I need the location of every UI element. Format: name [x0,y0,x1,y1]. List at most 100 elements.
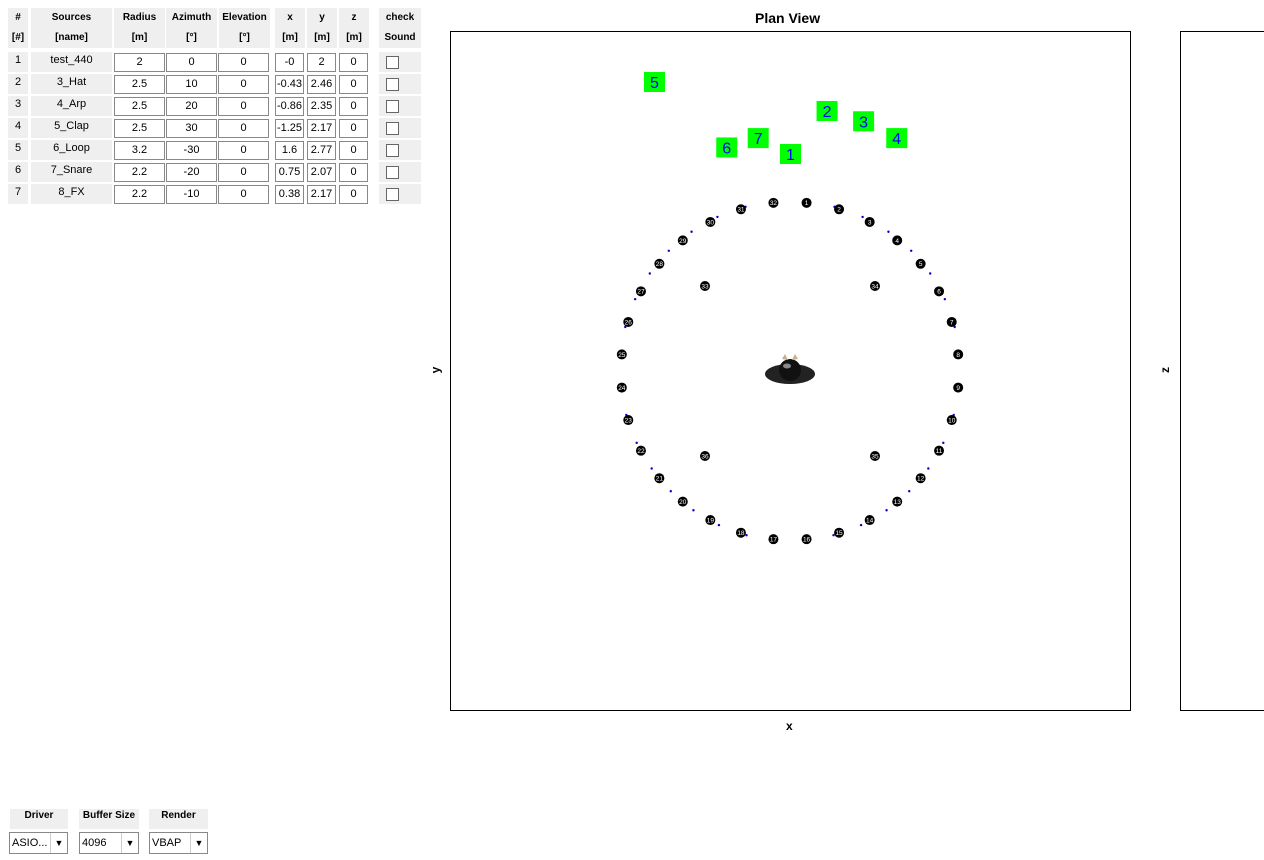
radius-input[interactable]: 2.5 [114,119,165,138]
check-sound-checkbox[interactable] [386,122,399,135]
check-sound-checkbox[interactable] [386,166,399,179]
check-sound-checkbox[interactable] [386,78,399,91]
speaker-marker[interactable] [635,286,646,297]
source-marker[interactable] [816,100,838,121]
elevation-input[interactable]: 0 [218,119,269,138]
radius-input[interactable]: 2.5 [114,97,165,116]
speaker-marker[interactable] [934,445,945,456]
speaker-marker[interactable] [705,216,716,227]
source-marker[interactable] [747,128,769,149]
render-select[interactable]: VBAP ▼ [149,832,208,854]
azimuth-input[interactable]: -10 [166,185,217,204]
speaker-marker[interactable] [892,496,903,507]
y-input[interactable]: 2.07 [307,163,336,182]
speaker-marker[interactable] [677,496,688,507]
speaker-marker[interactable] [946,316,957,327]
azimuth-input[interactable]: 0 [166,53,217,72]
speaker-marker[interactable] [700,451,710,461]
speaker-marker[interactable] [864,216,875,227]
speaker-marker[interactable] [735,527,746,538]
y-input[interactable]: 2.35 [307,97,336,116]
speaker-marker[interactable] [864,515,875,526]
speaker-marker[interactable] [892,235,903,246]
source-marker[interactable] [886,128,908,149]
z-input[interactable]: 0 [339,119,368,138]
azimuth-input[interactable]: -20 [166,163,217,182]
y-input[interactable]: 2 [307,53,336,72]
elevation-input[interactable]: 0 [218,185,269,204]
elevation-input[interactable]: 0 [218,75,269,94]
speaker-marker[interactable] [700,281,710,291]
x-input[interactable]: 1.6 [275,141,304,160]
header-radius-top: Radius [114,8,165,28]
elevation-input[interactable]: 0 [218,163,269,182]
z-input[interactable]: 0 [339,185,368,204]
speaker-marker[interactable] [705,515,716,526]
y-input[interactable]: 2.46 [307,75,336,94]
buffer-size-select[interactable]: 4096 ▼ [79,832,139,854]
speaker-marker[interactable] [735,204,746,215]
z-input[interactable]: 0 [339,163,368,182]
speaker-marker[interactable] [616,349,627,360]
source-marker[interactable] [853,111,875,132]
speaker-marker[interactable] [677,235,688,246]
speaker-marker[interactable] [870,451,880,461]
speaker-marker[interactable] [654,258,665,269]
radius-input[interactable]: 3.2 [114,141,165,160]
source-marker[interactable] [716,137,738,158]
source-marker[interactable] [644,72,665,93]
azimuth-input[interactable]: -30 [166,141,217,160]
speaker-marker[interactable] [801,197,812,208]
source-marker[interactable] [780,144,801,164]
speaker-marker[interactable] [623,316,634,327]
speaker-marker[interactable] [946,415,957,426]
x-input[interactable]: -0.86 [275,97,304,116]
speaker-marker[interactable] [834,527,845,538]
elevation-input[interactable]: 0 [218,141,269,160]
speaker-marker[interactable] [915,258,926,269]
azimuth-input[interactable]: 10 [166,75,217,94]
radius-input[interactable]: 2 [114,53,165,72]
azimuth-input[interactable]: 20 [166,97,217,116]
y-input[interactable]: 2.17 [307,119,336,138]
speaker-marker[interactable] [953,382,964,393]
z-input[interactable]: 0 [339,97,368,116]
z-input[interactable]: 0 [339,141,368,160]
speaker-marker[interactable] [768,197,779,208]
speaker-marker[interactable] [915,473,926,484]
speaker-marker[interactable] [934,286,945,297]
side-view-axes[interactable] [1180,31,1264,711]
x-input[interactable]: -0 [275,53,304,72]
speaker-marker[interactable] [635,445,646,456]
plan-view-axes[interactable]: 1234567891011121314151617181920212223242… [450,31,1131,711]
speaker-marker[interactable] [870,281,880,291]
radius-input[interactable]: 2.5 [114,75,165,94]
speaker-marker[interactable] [616,382,627,393]
speaker-marker[interactable] [654,473,665,484]
x-input[interactable]: 0.38 [275,185,304,204]
speaker-marker[interactable] [953,349,964,360]
y-input[interactable]: 2.77 [307,141,336,160]
speaker-marker[interactable] [834,204,845,215]
speaker-marker[interactable] [801,534,812,545]
radius-input[interactable]: 2.2 [114,185,165,204]
check-sound-checkbox[interactable] [386,188,399,201]
x-input[interactable]: -1.25 [275,119,304,138]
speaker-number: 36 [701,453,709,460]
driver-select[interactable]: ASIO... ▼ [9,832,68,854]
speaker-marker[interactable] [768,534,779,545]
x-input[interactable]: 0.75 [275,163,304,182]
check-sound-checkbox[interactable] [386,144,399,157]
radius-input[interactable]: 2.2 [114,163,165,182]
check-sound-checkbox[interactable] [386,56,399,69]
z-input[interactable]: 0 [339,75,368,94]
azimuth-input[interactable]: 30 [166,119,217,138]
y-input[interactable]: 2.17 [307,185,336,204]
elevation-input[interactable]: 0 [218,97,269,116]
check-sound-checkbox[interactable] [386,100,399,113]
x-input[interactable]: -0.43 [275,75,304,94]
source-label: 6 [722,140,731,157]
z-input[interactable]: 0 [339,53,368,72]
elevation-input[interactable]: 0 [218,53,269,72]
speaker-marker[interactable] [623,415,634,426]
